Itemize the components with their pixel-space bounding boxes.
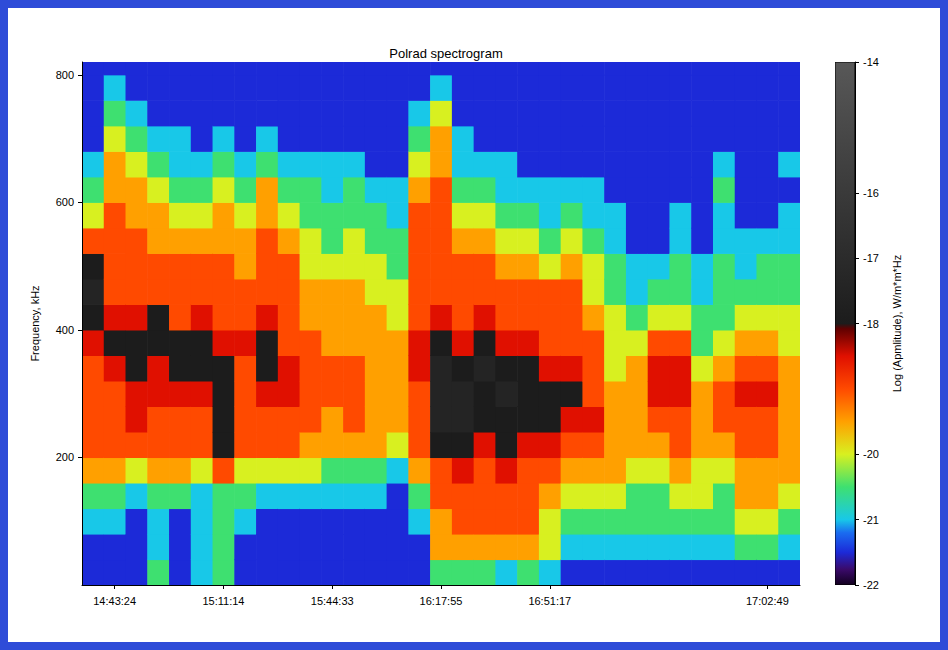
svg-text:-16: -16 xyxy=(863,187,879,199)
svg-text:14:43:24: 14:43:24 xyxy=(93,595,136,607)
svg-text:-21: -21 xyxy=(863,514,879,526)
svg-text:Frequency, kHz: Frequency, kHz xyxy=(29,285,41,361)
svg-text:-17: -17 xyxy=(863,252,879,264)
svg-text:15:11:14: 15:11:14 xyxy=(202,595,244,607)
svg-text:-18: -18 xyxy=(863,318,879,330)
svg-text:-22: -22 xyxy=(863,579,879,591)
svg-text:Polrad spectrogram: Polrad spectrogram xyxy=(389,46,502,61)
svg-text:16:17:55: 16:17:55 xyxy=(420,595,463,607)
svg-text:200: 200 xyxy=(56,451,74,463)
svg-text:600: 600 xyxy=(56,196,74,208)
svg-text:400: 400 xyxy=(56,324,74,336)
svg-text:800: 800 xyxy=(56,69,74,81)
svg-text:Log (Apmlitude), W/m*m*Hz: Log (Apmlitude), W/m*m*Hz xyxy=(891,255,903,393)
svg-text:-20: -20 xyxy=(863,448,879,460)
svg-text:-14: -14 xyxy=(863,56,879,68)
svg-text:16:51:17: 16:51:17 xyxy=(528,595,571,607)
svg-text:15:44:33: 15:44:33 xyxy=(311,595,354,607)
svg-text:17:02:49: 17:02:49 xyxy=(746,595,789,607)
